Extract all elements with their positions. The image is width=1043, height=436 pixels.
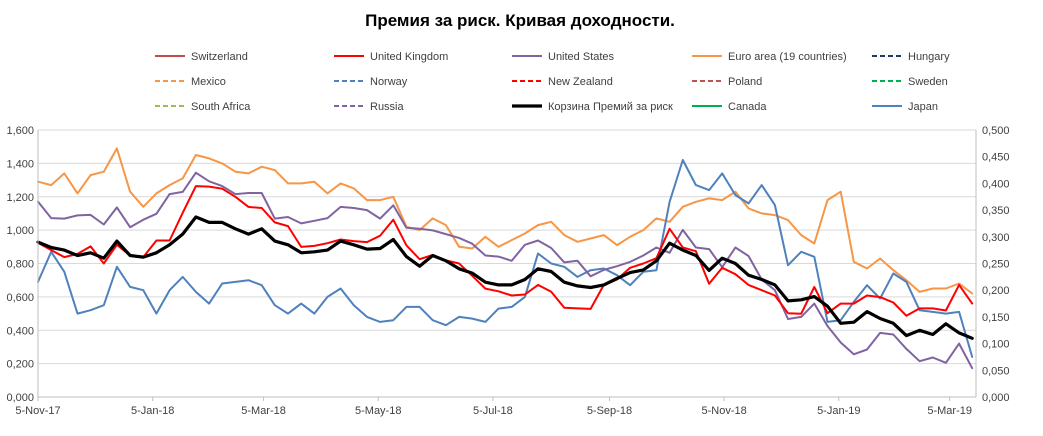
x-tick-label: 5-Jan-19	[817, 405, 860, 417]
series-layer	[36, 147, 974, 370]
y-left-tick-label: 1,400	[6, 158, 34, 170]
legend-item: Russia	[334, 101, 405, 113]
y-left-tick-label: 0,200	[6, 359, 34, 371]
legend-item: United Kingdom	[334, 51, 448, 63]
series-line-japan	[37, 159, 974, 358]
x-tick-label: 5-Nov-18	[701, 405, 746, 417]
series-line-united-kingdom	[37, 185, 974, 317]
y-left-tick-label: 0,400	[6, 325, 34, 337]
legend-label: Sweden	[908, 76, 948, 88]
x-tick-label: 5-May-18	[355, 405, 401, 417]
legend-label: Russia	[370, 101, 405, 113]
legend-label: Euro area (19 countries)	[728, 51, 847, 63]
chart-title: Премия за риск. Кривая доходности.	[365, 11, 675, 30]
y-right-tick-label: 0,250	[982, 259, 1010, 271]
x-tick-label: 5-Nov-17	[15, 405, 60, 417]
y-right-tick-label: 0,350	[982, 205, 1010, 217]
x-tick-label: 5-Mar-19	[927, 405, 972, 417]
axes: 0,000 0,200 0,400 0,600 0,800 1,000 1,200 1,400…	[6, 125, 1009, 417]
legend-label: New Zealand	[548, 76, 613, 88]
y-right-tick-label: 0,050	[982, 365, 1010, 377]
legend-item: Mexico	[155, 76, 226, 88]
legend-label: Japan	[908, 101, 938, 113]
legend-item: Euro area (19 countries)	[692, 51, 847, 63]
y-left-tick-label: 0,600	[6, 292, 34, 304]
legend-item: South Africa	[155, 101, 251, 113]
y-left-tick-label: 0,800	[6, 259, 34, 271]
legend-item: United States	[512, 51, 615, 63]
legend-label: Mexico	[191, 76, 226, 88]
legend-label: United States	[548, 51, 615, 63]
legend-item: Canada	[692, 101, 767, 113]
legend-label: Canada	[728, 101, 767, 113]
y-right-tick-label: 0,000	[982, 392, 1010, 404]
y-right-tick-label: 0,150	[982, 312, 1010, 324]
legend-item: New Zealand	[512, 76, 613, 88]
y-left-tick-label: 0,000	[6, 392, 34, 404]
legend-label: United Kingdom	[370, 51, 448, 63]
y-right-tick-label: 0,450	[982, 152, 1010, 164]
y-left-tick-label: 1,200	[6, 192, 34, 204]
legend-item: Switzerland	[155, 51, 248, 63]
legend-label: Корзина Премий за риск	[548, 101, 673, 113]
y-right-tick-label: 0,300	[982, 232, 1010, 244]
series-line-united-states	[37, 171, 974, 370]
gridlines	[38, 129, 976, 365]
series-line-корзина-премий-за-риск	[36, 215, 974, 340]
y-right-tick-label: 0,200	[982, 285, 1010, 297]
x-tick-label: 5-Jan-18	[131, 405, 174, 417]
legend: Switzerland United Kingdom United States Eu…	[155, 51, 950, 113]
legend-item: Norway	[334, 76, 408, 88]
legend-label: South Africa	[191, 101, 251, 113]
y-left-tick-label: 1,000	[6, 225, 34, 237]
legend-label: Switzerland	[191, 51, 248, 63]
legend-item: Poland	[692, 76, 762, 88]
y-right-tick-label: 0,500	[982, 125, 1010, 137]
y-left-tick-label: 1,600	[6, 125, 34, 137]
y-right-tick-label: 0,400	[982, 178, 1010, 190]
x-tick-label: 5-Jul-18	[473, 405, 513, 417]
y-right-tick-label: 0,100	[982, 339, 1010, 351]
legend-label: Norway	[370, 76, 408, 88]
legend-label: Poland	[728, 76, 762, 88]
legend-item: Корзина Премий за риск	[512, 101, 673, 113]
legend-item: Hungary	[872, 51, 950, 63]
x-tick-label: 5-Sep-18	[587, 405, 632, 417]
x-tick-label: 5-Mar-18	[241, 405, 286, 417]
legend-item: Japan	[872, 101, 938, 113]
legend-item: Sweden	[872, 76, 948, 88]
legend-label: Hungary	[908, 51, 950, 63]
series-line-euro-area-19-countries-	[37, 147, 974, 295]
